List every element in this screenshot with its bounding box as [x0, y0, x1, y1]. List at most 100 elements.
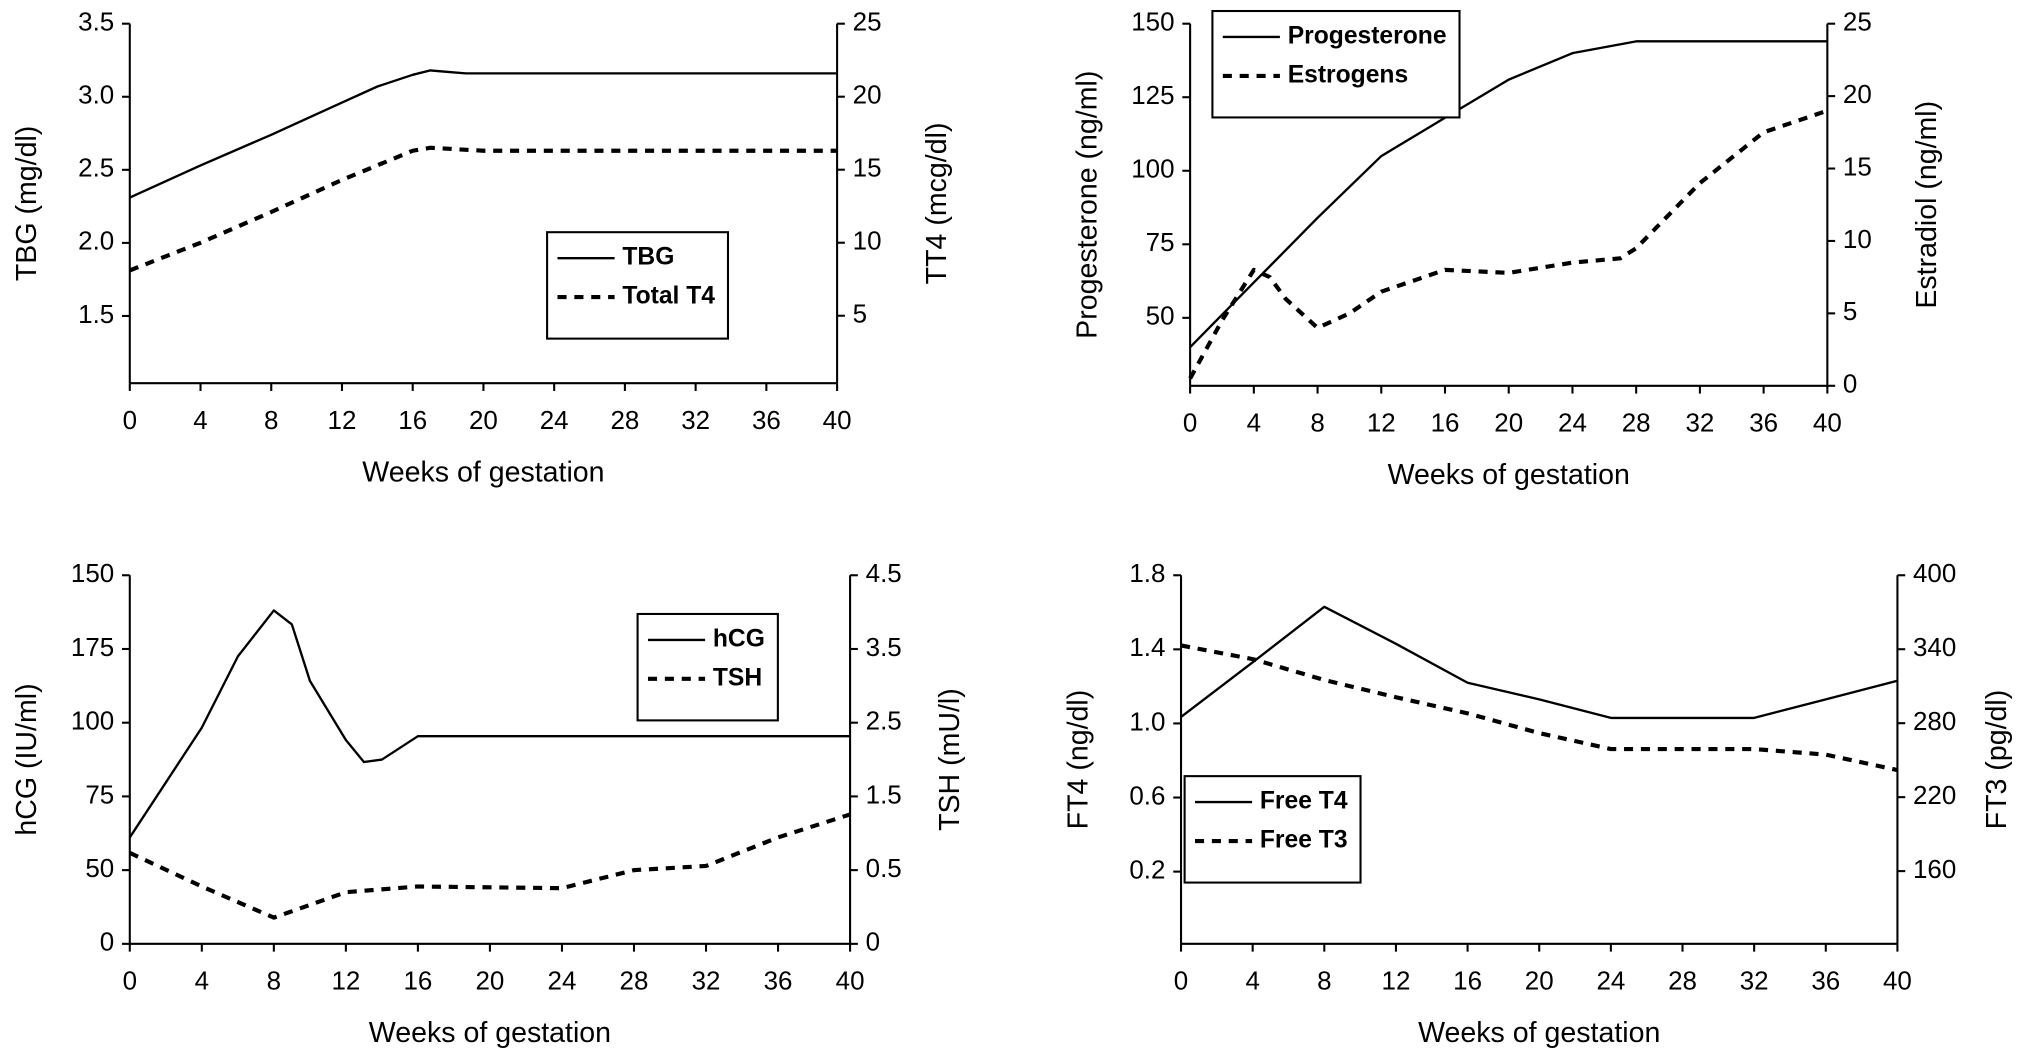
x-tick-label: 28	[1622, 410, 1651, 438]
x-tick-label: 4	[193, 407, 207, 435]
x-tick-label: 28	[610, 407, 639, 435]
y-tick-label: 1.4	[1129, 634, 1165, 662]
legend: Progesterone Estrogens	[1211, 9, 1461, 119]
x-tick-label: 36	[764, 968, 793, 996]
y2-tick-label: 400	[1913, 560, 1956, 588]
x-tick-label: 12	[328, 407, 357, 435]
y2-tick-label: 4.5	[866, 560, 902, 588]
x-tick-label: 36	[1811, 968, 1840, 996]
x-tick-label: 12	[1367, 410, 1396, 438]
x-tick-label: 36	[752, 407, 781, 435]
series-line	[129, 69, 838, 199]
x-tick-label: 0	[1183, 410, 1197, 438]
y2-tick-label: 10	[853, 228, 882, 256]
y2-tick-label: 220	[1913, 782, 1956, 810]
y-tick-label: 150	[1131, 9, 1174, 37]
x-tick-label: 28	[1668, 968, 1697, 996]
x-tick-label: 40	[836, 968, 865, 996]
y-axis-label: FT4 (ng/dl)	[1062, 690, 1094, 830]
y2-tick-label: 0	[1843, 371, 1857, 399]
x-tick-label: 16	[1431, 410, 1460, 438]
x-tick-label: 8	[264, 407, 278, 435]
y2-tick-label: 3.5	[866, 634, 902, 662]
x-tick-label: 12	[331, 968, 360, 996]
x-tick-label: 32	[692, 968, 721, 996]
legend-label: Total T4	[622, 283, 715, 310]
x-axis-label: Weeks of gestation	[369, 1017, 611, 1048]
x-tick-label: 4	[195, 968, 209, 996]
series-line	[129, 145, 838, 273]
y2-tick-label: 1.5	[866, 781, 902, 809]
y-tick-label: 50	[1146, 303, 1175, 331]
y2-tick-label: 5	[1843, 298, 1857, 326]
y-tick-label: 1.8	[1129, 560, 1165, 588]
legend-label: Progesterone	[1288, 22, 1447, 49]
y2-tick-label: 2.5	[866, 708, 902, 736]
x-tick-label: 24	[1558, 410, 1587, 438]
x-tick-label: 20	[476, 968, 505, 996]
y2-axis-label: TSH (mU/l)	[934, 688, 966, 831]
y-tick-label: 1.5	[78, 301, 114, 329]
legend: TBG Total T4	[546, 231, 730, 340]
y-tick-label: 150	[71, 560, 114, 588]
y2-tick-label: 5	[853, 301, 867, 329]
series-line	[1188, 108, 1829, 380]
series-line	[1180, 643, 1898, 773]
x-tick-label: 32	[1740, 968, 1769, 996]
legend: hCG TSH	[636, 612, 779, 722]
y2-tick-label: 15	[853, 155, 882, 183]
y-tick-label: 100	[71, 708, 114, 736]
y-tick-label: 0.6	[1129, 782, 1165, 810]
x-tick-label: 24	[548, 968, 577, 996]
y-tick-label: 0	[100, 929, 114, 957]
legend: Free T4 Free T3	[1183, 775, 1362, 884]
y2-tick-label: 10	[1843, 226, 1872, 254]
y2-tick-label: 160	[1913, 856, 1956, 884]
x-tick-label: 20	[469, 407, 498, 435]
legend-box	[546, 231, 730, 340]
x-tick-label: 24	[1596, 968, 1625, 996]
y2-axis-label: TT4 (mcg/dl)	[921, 123, 953, 285]
x-tick-label: 28	[620, 968, 649, 996]
y2-tick-label: 0.5	[866, 855, 902, 883]
y-tick-label: 3.5	[78, 9, 114, 37]
y-tick-label: 100	[1131, 156, 1174, 184]
y-tick-label: 125	[1131, 82, 1174, 110]
x-tick-label: 40	[823, 407, 852, 435]
x-tick-label: 40	[1883, 968, 1912, 996]
x-tick-label: 4	[1247, 410, 1261, 438]
x-tick-label: 12	[1382, 968, 1411, 996]
x-tick-label: 20	[1525, 968, 1554, 996]
x-tick-label: 24	[540, 407, 569, 435]
legend-label: TBG	[622, 244, 674, 271]
y2-tick-label: 15	[1843, 153, 1872, 181]
legend-box	[636, 612, 779, 722]
y2-tick-label: 25	[853, 9, 882, 37]
x-tick-label: 40	[1813, 410, 1842, 438]
y-tick-label: 75	[85, 781, 114, 809]
x-tick-label: 0	[123, 407, 137, 435]
series-line	[1180, 605, 1898, 720]
y-axis-label: TBG (mg/dl)	[11, 126, 43, 281]
x-tick-label: 8	[1310, 410, 1324, 438]
x-tick-label: 32	[1685, 410, 1714, 438]
y-tick-label: 0.2	[1129, 856, 1165, 884]
x-tick-label: 16	[398, 407, 427, 435]
x-tick-label: 16	[1453, 968, 1482, 996]
x-tick-label: 8	[1317, 968, 1331, 996]
y-tick-label: 175	[71, 634, 114, 662]
x-tick-label: 4	[1245, 968, 1259, 996]
panel: 0 4 8 12 16 20 24 28 32 36 40 50 75 100 125 150 0 5 10 15 20…	[1071, 9, 1943, 492]
series-line	[128, 609, 851, 839]
y2-tick-label: 25	[1843, 9, 1872, 37]
legend-label: Estrogens	[1288, 61, 1409, 88]
x-axis-label: Weeks of gestation	[1418, 1017, 1660, 1048]
y-tick-label: 50	[85, 855, 114, 883]
y2-tick-label: 20	[853, 82, 882, 110]
panel: 0 4 8 12 16 20 24 28 32 36 400507510017515000.51.5…	[11, 560, 966, 1048]
y2-axis-label: Estradiol (ng/ml)	[1911, 101, 1943, 309]
series-line	[128, 812, 851, 920]
x-tick-label: 20	[1494, 410, 1523, 438]
